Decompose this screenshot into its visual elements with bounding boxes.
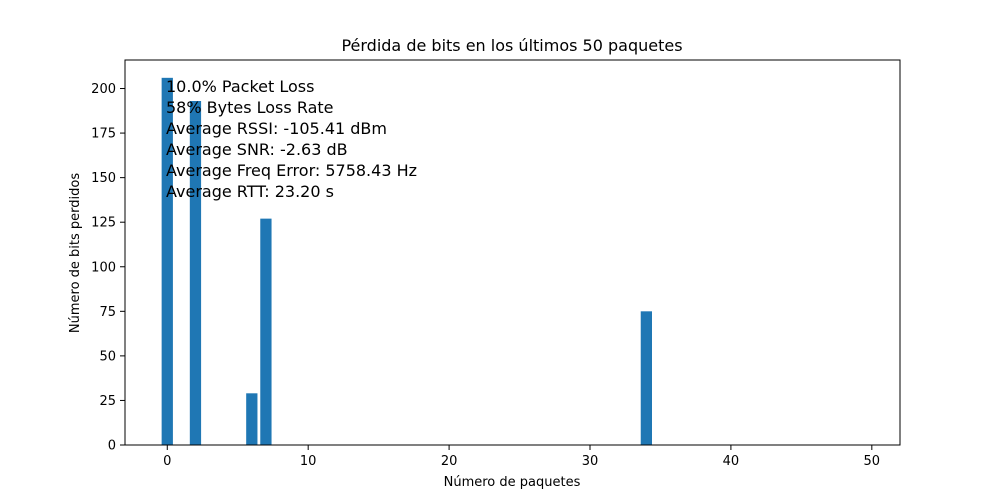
- y-tick-label: 200: [91, 82, 116, 97]
- x-axis-ticks: 0 10 20 30 40 50: [163, 445, 880, 469]
- annotation-line: 10.0% Packet Loss: [166, 77, 314, 96]
- annotation-line: Average RSSI: -105.41 dBm: [166, 119, 387, 138]
- y-axis-ticks: 0 25 50 75 100 125 150 175 200: [91, 82, 125, 454]
- y-tick-label: 175: [91, 127, 116, 142]
- x-tick-label: 10: [300, 454, 317, 469]
- chart-title: Pérdida de bits en los últimos 50 paquet…: [341, 36, 682, 55]
- bar-6: [246, 393, 258, 445]
- annotation-line: Average Freq Error: 5758.43 Hz: [166, 161, 417, 180]
- y-tick-label: 0: [108, 439, 116, 454]
- y-tick-label: 125: [91, 216, 116, 231]
- x-tick-label: 0: [163, 454, 171, 469]
- x-axis-label: Número de paquetes: [444, 475, 581, 490]
- bar-0: [161, 77, 173, 446]
- stats-annotations: 10.0% Packet Loss 58% Bytes Loss Rate Aver…: [166, 77, 417, 201]
- bar-34: [640, 311, 652, 445]
- bar-7: [260, 218, 272, 445]
- y-axis-label: Número de bits perdidos: [68, 173, 83, 333]
- y-tick-label: 75: [99, 305, 116, 320]
- x-tick-label: 30: [582, 454, 599, 469]
- plot-frame: [124, 59, 901, 446]
- bars-group: [161, 77, 652, 446]
- y-tick-label: 50: [99, 349, 116, 364]
- bar-2: [189, 100, 202, 446]
- annotation-line: Average SNR: -2.63 dB: [166, 140, 348, 159]
- y-tick-label: 25: [99, 394, 116, 409]
- y-tick-label: 100: [91, 260, 116, 275]
- annotation-line: Average RTT: 23.20 s: [166, 182, 334, 201]
- y-tick-label: 150: [91, 171, 116, 186]
- x-tick-label: 40: [723, 454, 740, 469]
- annotation-line: 58% Bytes Loss Rate: [166, 98, 334, 117]
- x-tick-label: 20: [441, 454, 458, 469]
- x-tick-label: 50: [864, 454, 881, 469]
